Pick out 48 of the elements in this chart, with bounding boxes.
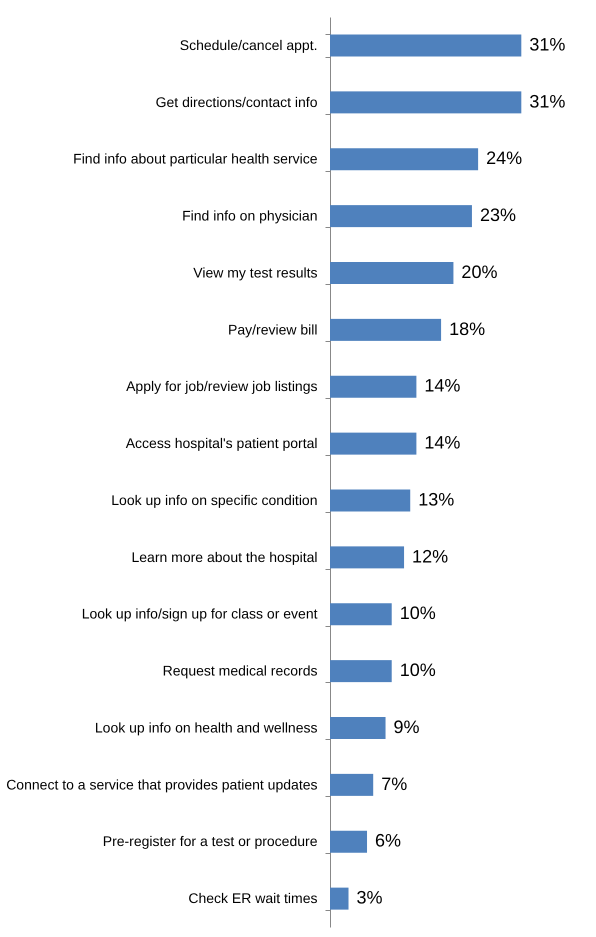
data-label: 24% <box>486 148 522 168</box>
data-label: 14% <box>424 432 460 453</box>
data-label: 3% <box>356 888 383 908</box>
y-tick-label: Look up info on health and wellness <box>94 719 318 736</box>
data-label: 7% <box>381 774 408 794</box>
y-tick-label: Pay/review bill <box>228 321 318 338</box>
bar <box>330 432 416 455</box>
data-label: 13% <box>418 489 454 510</box>
bar <box>330 148 478 170</box>
data-label: 12% <box>412 546 448 566</box>
y-tick-label: Access hospital's patient portal <box>126 435 318 452</box>
bar <box>330 91 522 114</box>
bar <box>330 660 392 682</box>
y-tick-label: Pre-register for a test or procedure <box>102 833 318 850</box>
bar <box>330 888 349 910</box>
y-tick-label: Connect to a service that provides patient updates <box>6 776 318 792</box>
y-tick-label: Find info on physician <box>182 208 318 224</box>
data-label: 20% <box>461 262 498 282</box>
bar <box>330 716 386 739</box>
bar <box>330 376 416 398</box>
y-tick-label: Find info about particular health service <box>73 150 318 167</box>
y-tick-label: View my test results <box>193 264 318 280</box>
bar <box>330 774 374 796</box>
bar <box>330 34 522 56</box>
data-label: 9% <box>394 716 420 737</box>
bar <box>330 318 442 341</box>
data-label: 10% <box>400 603 436 624</box>
y-tick-label: Learn more about the hospital <box>131 548 318 565</box>
y-tick-label: Check ER wait times <box>188 890 318 906</box>
data-label: 10% <box>400 660 436 680</box>
y-tick-label: Schedule/cancel appt. <box>180 36 318 53</box>
data-label: 18% <box>449 318 486 339</box>
bar <box>330 262 454 284</box>
bar <box>330 830 368 853</box>
data-label: 6% <box>375 830 402 851</box>
bar <box>330 546 404 568</box>
bar <box>330 603 392 626</box>
bar <box>330 205 472 228</box>
data-label: 31% <box>529 91 566 112</box>
y-tick-label: Look up info on specific condition <box>111 492 318 508</box>
data-label: 31% <box>529 34 566 54</box>
data-label: 14% <box>424 376 460 396</box>
y-tick-label: Request medical records <box>162 662 318 679</box>
bar <box>330 489 410 512</box>
y-tick-label: Get directions/contact info <box>156 94 318 110</box>
data-label: 23% <box>480 205 516 226</box>
y-tick-label: Look up info/sign up for class or event <box>82 606 318 622</box>
y-tick-label: Apply for job/review job listings <box>126 378 318 394</box>
